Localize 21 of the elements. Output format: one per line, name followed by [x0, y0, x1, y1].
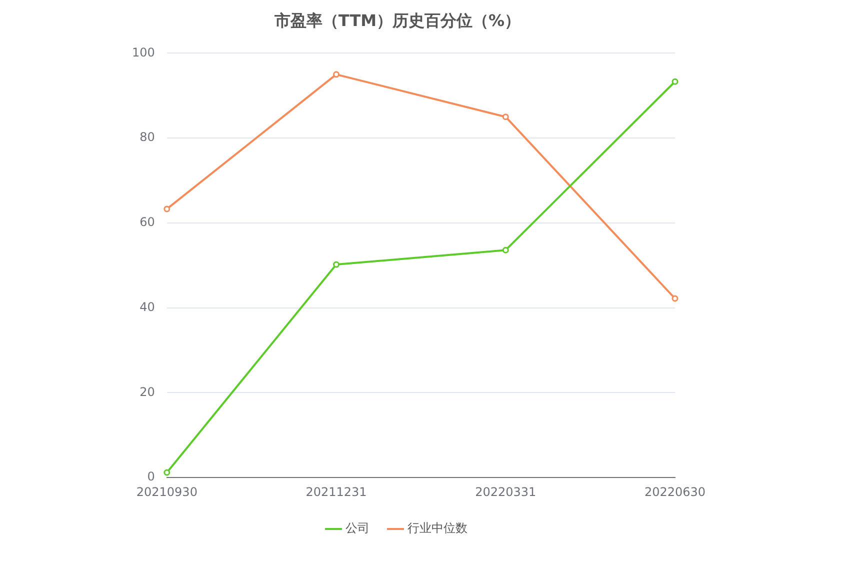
point [672, 295, 678, 302]
point [333, 71, 340, 78]
y-tick-label: 100 [132, 45, 155, 60]
legend-label: 公司 [346, 521, 370, 536]
y-tick-label: 20 [140, 384, 155, 399]
point [164, 469, 170, 476]
chart-title: 市盈率（TTM）历史百分位（%） [273, 10, 521, 30]
point [502, 114, 509, 120]
y-tick-label: 0 [147, 470, 155, 484]
x-tick-label: 20210930 [136, 484, 198, 499]
y-tick-label: 40 [140, 300, 155, 314]
y-tick-label: 80 [140, 130, 155, 144]
y-tick-label: 60 [140, 215, 155, 230]
legend-label: 行业中位数 [408, 521, 468, 536]
point [672, 78, 678, 85]
x-tick-label: 20220331 [475, 484, 536, 499]
x-tick-label: 20211231 [306, 484, 367, 499]
x-tick-label: 20220630 [644, 484, 706, 499]
point [164, 206, 170, 212]
point [333, 261, 340, 268]
point [502, 246, 509, 254]
